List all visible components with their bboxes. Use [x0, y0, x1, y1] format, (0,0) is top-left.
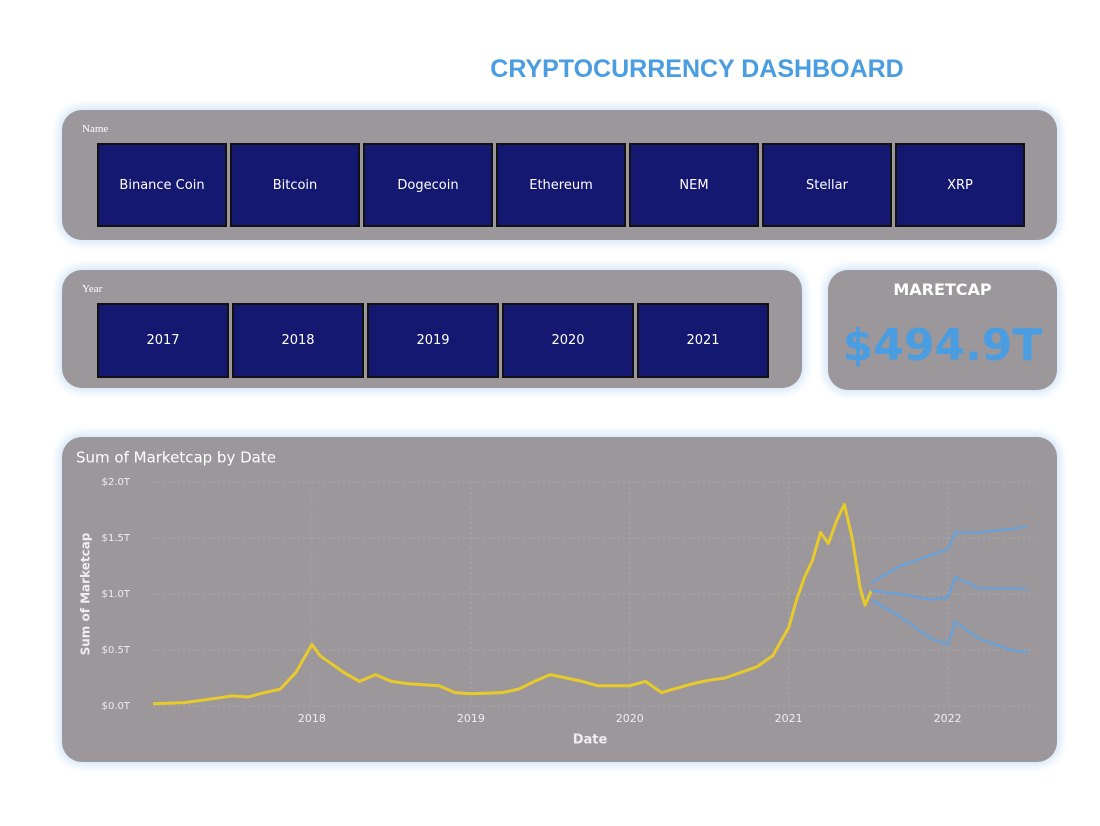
slicer-button[interactable]: XRP — [895, 143, 1025, 227]
y-tick-label: $1.5T — [102, 533, 131, 544]
x-tick-label: 2021 — [775, 712, 803, 725]
slicer-button[interactable]: 2021 — [637, 303, 769, 378]
x-tick-label: 2019 — [457, 712, 485, 725]
y-tick-label: $0.5T — [102, 645, 131, 656]
slicer-button[interactable]: Bitcoin — [230, 143, 360, 227]
slicer-button[interactable]: Ethereum — [496, 143, 626, 227]
slicer-button[interactable]: 2018 — [232, 303, 364, 378]
card-value: $494.9T — [842, 320, 1043, 371]
card-label: MARETCAP — [893, 280, 992, 299]
slicer-label: Name — [82, 123, 109, 135]
kpi-card: MARETCAP $494.9T — [828, 270, 1057, 390]
y-tick-label: $2.0T — [102, 477, 131, 488]
chart-panel: Sum of Marketcap by Date Date Sum of Mar… — [62, 437, 1057, 762]
slicer-button[interactable]: Dogecoin — [363, 143, 493, 227]
x-tick-label: 2020 — [616, 712, 644, 725]
slicer-button[interactable]: 2020 — [502, 303, 634, 378]
y-tick-label: $0.0T — [102, 701, 131, 712]
line-chart: Sum of Marketcap by Date Date Sum of Mar… — [76, 449, 1035, 748]
slicer-button[interactable]: 2019 — [367, 303, 499, 378]
x-tick-label: 2022 — [934, 712, 962, 725]
slicer-label: Year — [82, 283, 103, 295]
series-line — [152, 502, 873, 706]
slicer-button[interactable]: NEM — [629, 143, 759, 227]
name-slicer: Name Binance Coin Bitcoin Dogecoin Ethereum… — [62, 110, 1057, 240]
slicer-button[interactable]: 2017 — [97, 303, 229, 378]
x-axis-label: Date — [573, 733, 608, 748]
slicer-button[interactable]: Binance Coin — [97, 143, 227, 227]
series-line — [870, 525, 1028, 584]
slicer-button[interactable]: Stellar — [762, 143, 892, 227]
dashboard-title: CRYPTOCURRENCY DASHBOARD — [490, 55, 904, 83]
y-tick-label: $1.0T — [102, 589, 131, 600]
chart-title: Sum of Marketcap by Date — [76, 449, 276, 467]
x-tick-label: 2018 — [298, 712, 326, 725]
series-line — [870, 598, 1028, 654]
y-axis-label: Sum of Marketcap — [79, 532, 93, 655]
series-line — [871, 576, 1028, 601]
year-slicer: Year 2017 2018 2019 2020 2021 — [62, 270, 802, 388]
